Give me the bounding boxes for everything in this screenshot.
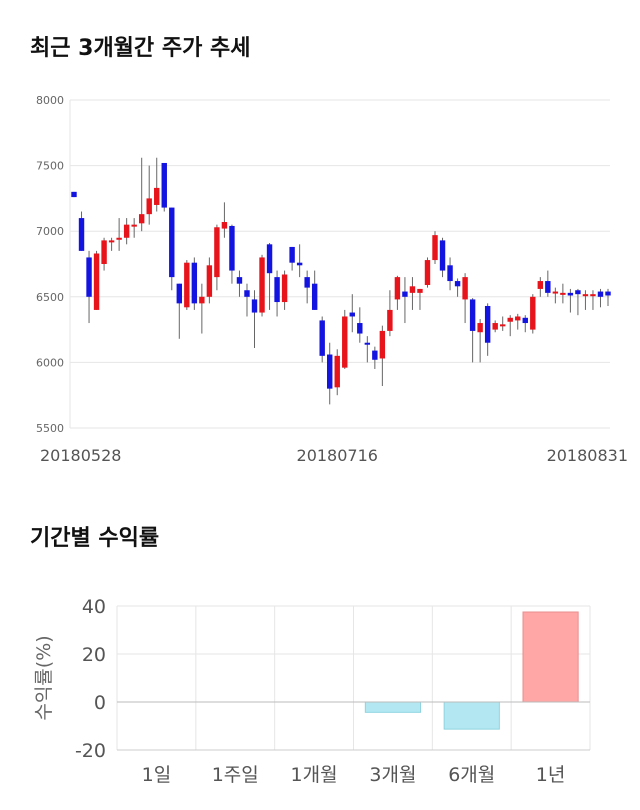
- candle-body: [154, 187, 160, 205]
- return-bar: [364, 701, 422, 713]
- candle-body: [123, 224, 130, 238]
- candle-body: [289, 246, 295, 263]
- candle-body: [515, 316, 521, 321]
- x-category-label: 1년: [536, 764, 566, 786]
- candle-body: [432, 235, 438, 261]
- candle-body: [184, 262, 190, 308]
- candle-body: [78, 218, 85, 251]
- candle-body: [379, 330, 386, 359]
- candle-body: [477, 323, 483, 333]
- candle-body: [214, 227, 220, 278]
- candle-body: [236, 277, 243, 284]
- candle-body: [281, 274, 288, 303]
- y-tick-label: 40: [82, 596, 106, 618]
- candle-body: [530, 296, 536, 330]
- candle-body: [575, 290, 581, 295]
- candle-body: [552, 291, 559, 294]
- candle-body: [469, 299, 476, 331]
- candle-body: [191, 262, 198, 304]
- candle-body: [454, 281, 461, 287]
- x-category-label: 1일: [142, 764, 172, 786]
- candle-body: [605, 291, 611, 296]
- candle-body: [199, 296, 205, 304]
- candle-body: [409, 286, 416, 293]
- x-tick-label: 20180528: [40, 446, 121, 465]
- candle-body: [296, 262, 303, 266]
- candle-body: [221, 222, 228, 229]
- candle-body: [537, 281, 544, 289]
- candle-body: [349, 312, 355, 317]
- candle-body: [439, 240, 446, 271]
- candle-body: [567, 292, 574, 296]
- candle-body: [582, 294, 589, 297]
- y-tick-label: 20: [82, 644, 106, 666]
- y-tick-label: 6000: [36, 356, 64, 369]
- candle-body: [244, 290, 250, 297]
- candle-body: [492, 323, 498, 330]
- x-tick-label: 20180831: [547, 446, 628, 465]
- candle-body: [417, 288, 423, 293]
- returns-title: 기간별 수익률: [30, 526, 160, 551]
- candle-body: [590, 294, 596, 297]
- candle-body: [169, 207, 175, 278]
- candle-body: [522, 317, 528, 324]
- price-trend-title: 최근 3개월간 주가 추세: [30, 36, 251, 61]
- candle-body: [327, 354, 333, 389]
- y-tick-label: 7000: [36, 225, 64, 238]
- x-category-label: 1주일: [212, 764, 259, 786]
- y-tick-label: 5500: [36, 422, 64, 435]
- candle-body: [334, 355, 340, 388]
- candle-body: [259, 257, 265, 313]
- candle-body: [507, 317, 513, 322]
- y-axis-label: 수익률(%): [33, 635, 55, 720]
- candle-body: [462, 277, 468, 300]
- candle-body: [394, 277, 401, 300]
- candle-body: [387, 309, 393, 331]
- candle-body: [266, 244, 273, 274]
- candle-body: [108, 240, 115, 243]
- x-category-label: 6개월: [448, 764, 495, 786]
- candle-body: [229, 225, 235, 271]
- x-tick-label: 20180716: [297, 446, 378, 465]
- candle-body: [146, 198, 152, 215]
- return-bar: [443, 701, 500, 730]
- candle-body: [597, 291, 604, 297]
- candle-body: [93, 253, 100, 310]
- candle-body: [342, 316, 348, 368]
- candle-body: [116, 237, 122, 240]
- candle-body: [499, 324, 506, 327]
- candle-body: [424, 260, 431, 285]
- candle-body: [447, 265, 453, 282]
- y-tick-label: 6500: [36, 291, 64, 304]
- candle-body: [402, 291, 408, 297]
- candle-body: [71, 191, 77, 198]
- candlestick-chart: 5500 6000 6500 7000 7500 8000 20180528 20180716…: [36, 94, 628, 465]
- candle-body: [176, 283, 183, 304]
- candle-body: [372, 350, 378, 360]
- candle-body: [86, 257, 92, 297]
- candle-body: [101, 240, 107, 264]
- y-tick-label: -20: [75, 740, 106, 762]
- candle-body: [161, 162, 167, 208]
- x-category-label: 3개월: [369, 764, 416, 786]
- candle-body: [274, 277, 280, 303]
- y-tick-label: 8000: [36, 94, 64, 107]
- candle-body: [311, 283, 318, 310]
- y-tick-label: 7500: [36, 160, 64, 173]
- candle-body: [364, 342, 371, 345]
- candle-body: [484, 305, 491, 343]
- candle-body: [304, 277, 310, 288]
- y-tick-label: 0: [94, 692, 106, 714]
- return-bar: [522, 611, 579, 703]
- candle-body: [560, 292, 566, 295]
- candle-body: [138, 214, 145, 224]
- candle-body: [131, 224, 137, 227]
- candle-body: [206, 265, 213, 297]
- candle-body: [545, 281, 551, 293]
- candle-body: [319, 320, 325, 356]
- x-category-label: 1개월: [291, 764, 338, 786]
- candle-body: [357, 323, 363, 334]
- candle-body: [251, 299, 258, 313]
